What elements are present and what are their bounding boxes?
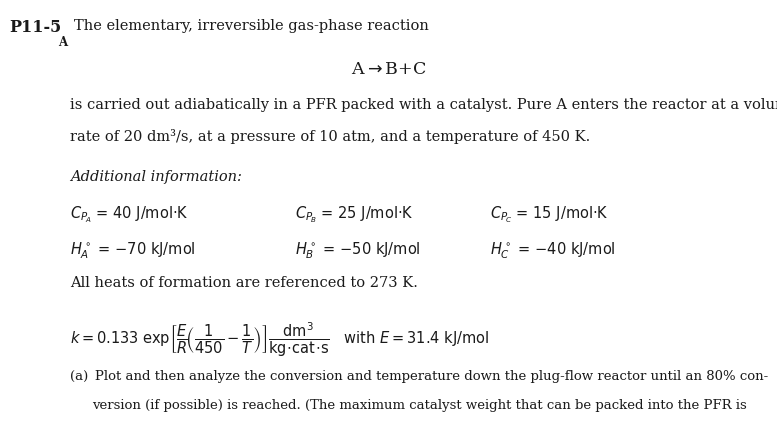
Text: $H^\circ_A$ = −70 kJ/mol: $H^\circ_A$ = −70 kJ/mol (70, 240, 196, 261)
Text: rate of 20 dm³/s, at a pressure of 10 atm, and a temperature of 450 K.: rate of 20 dm³/s, at a pressure of 10 at… (70, 129, 591, 144)
Text: A$\rightarrow$B+C: A$\rightarrow$B+C (350, 60, 427, 78)
Text: $k = 0.133\;\exp\!\left[\dfrac{E}{R}\!\left(\dfrac{1}{450}-\dfrac{1}{T}\right)\r: $k = 0.133\;\exp\!\left[\dfrac{E}{R}\!\l… (70, 320, 490, 358)
Text: $C_{P_{\!C}}$ = 15 J/mol·K: $C_{P_{\!C}}$ = 15 J/mol·K (490, 204, 608, 225)
Text: A: A (58, 36, 68, 49)
Text: (a) Plot and then analyze the conversion and temperature down the plug-flow reac: (a) Plot and then analyze the conversion… (70, 369, 768, 382)
Text: $H^\circ_B$ = −50 kJ/mol: $H^\circ_B$ = −50 kJ/mol (295, 240, 421, 261)
Text: $H^\circ_C$ = −40 kJ/mol: $H^\circ_C$ = −40 kJ/mol (490, 240, 615, 261)
Text: P11-5: P11-5 (9, 19, 61, 36)
Text: version (if possible) is reached. (The maximum catalyst weight that can be packe: version (if possible) is reached. (The m… (92, 398, 747, 411)
Text: All heats of formation are referenced to 273 K.: All heats of formation are referenced to… (70, 275, 418, 289)
Text: Additional information:: Additional information: (70, 169, 242, 183)
Text: $C_{P_{\!B}}$ = 25 J/mol·K: $C_{P_{\!B}}$ = 25 J/mol·K (295, 204, 414, 225)
Text: $C_{P_{\!A}}$ = 40 J/mol·K: $C_{P_{\!A}}$ = 40 J/mol·K (70, 204, 189, 225)
Text: is carried out adiabatically in a PFR packed with a catalyst. Pure A enters the : is carried out adiabatically in a PFR pa… (70, 98, 777, 112)
Text: The elementary, irreversible gas-phase reaction: The elementary, irreversible gas-phase r… (74, 19, 429, 33)
